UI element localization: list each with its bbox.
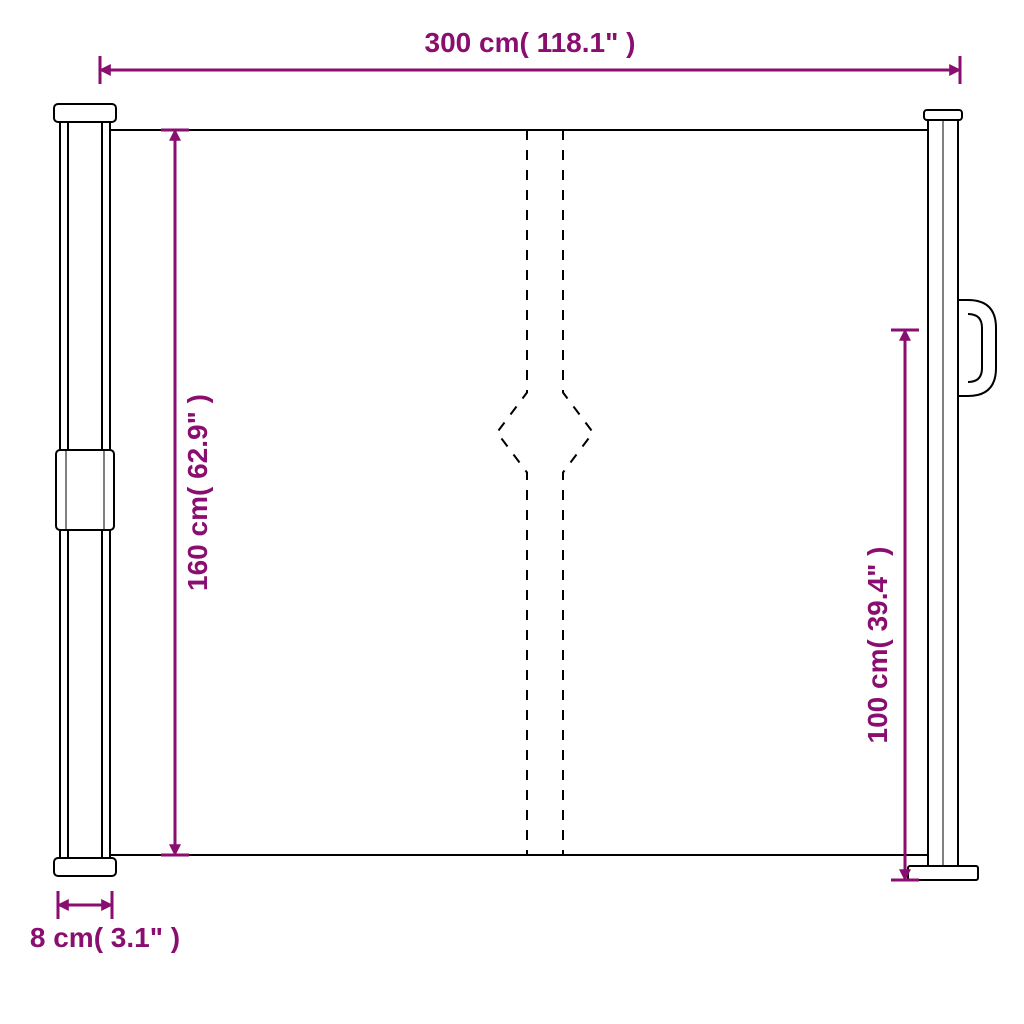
dim-base-label: 8 cm( 3.1" ) <box>30 922 180 953</box>
dim-post-label: 100 cm( 39.4" ) <box>862 547 893 744</box>
dim-width-label: 300 cm( 118.1" ) <box>425 27 636 58</box>
dim-height-label: 160 cm( 62.9" ) <box>182 394 213 591</box>
